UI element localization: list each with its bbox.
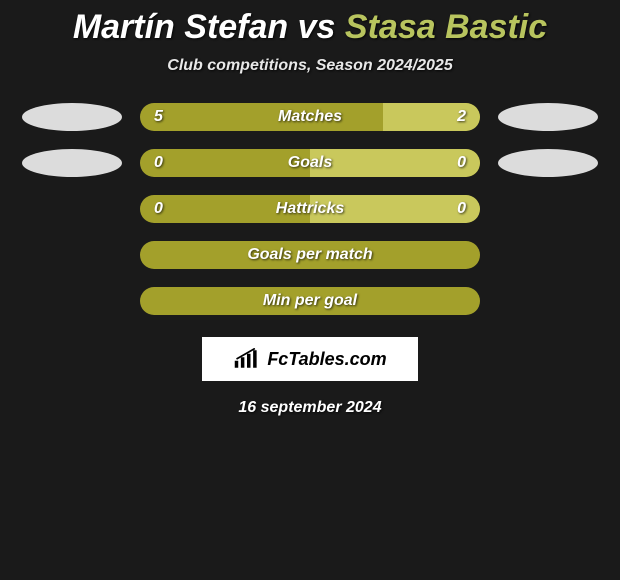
metric-row: 5 Matches 2	[0, 103, 620, 131]
metric-value-left: 0	[154, 154, 163, 172]
metric-label: Goals per match	[247, 246, 372, 264]
metric-row: 0 Goals 0	[0, 149, 620, 177]
comparison-infographic: Martín Stefan vs Stasa Bastic Club compe…	[0, 0, 620, 425]
metric-value-right: 2	[457, 108, 466, 126]
team-badge-right	[498, 149, 598, 177]
metric-bar: Goals per match	[140, 241, 480, 269]
logo-text: FcTables.com	[267, 349, 386, 370]
player2-name: Stasa Bastic	[345, 8, 547, 46]
metric-label: Goals	[288, 154, 332, 172]
metric-value-right: 0	[457, 200, 466, 218]
metric-bar: Min per goal	[140, 287, 480, 315]
metric-value-right: 0	[457, 154, 466, 172]
metric-bar: 5 Matches 2	[140, 103, 480, 131]
bar-fill-right	[310, 149, 480, 177]
metric-bar: 0 Hattricks 0	[140, 195, 480, 223]
metric-label: Hattricks	[276, 200, 344, 218]
team-badge-right	[498, 103, 598, 131]
metric-value-left: 0	[154, 200, 163, 218]
metric-label: Min per goal	[263, 292, 357, 310]
team-badge-left	[22, 103, 122, 131]
metric-row: Min per goal	[0, 287, 620, 315]
source-logo: FcTables.com	[202, 337, 418, 381]
vs-text: vs	[298, 8, 336, 46]
chart-icon	[233, 348, 261, 370]
page-title: Martín Stefan vs Stasa Bastic	[0, 8, 620, 47]
metric-row: 0 Hattricks 0	[0, 195, 620, 223]
date-text: 16 september 2024	[0, 399, 620, 417]
metric-bar: 0 Goals 0	[140, 149, 480, 177]
team-badge-left	[22, 149, 122, 177]
subtitle: Club competitions, Season 2024/2025	[0, 57, 620, 75]
metrics-list: 5 Matches 2 0 Goals 0 0 Hattricks 0 Goals per mat…	[0, 103, 620, 315]
metric-value-left: 5	[154, 108, 163, 126]
metric-row: Goals per match	[0, 241, 620, 269]
metric-label: Matches	[278, 108, 342, 126]
player1-name: Martín Stefan	[73, 8, 288, 46]
